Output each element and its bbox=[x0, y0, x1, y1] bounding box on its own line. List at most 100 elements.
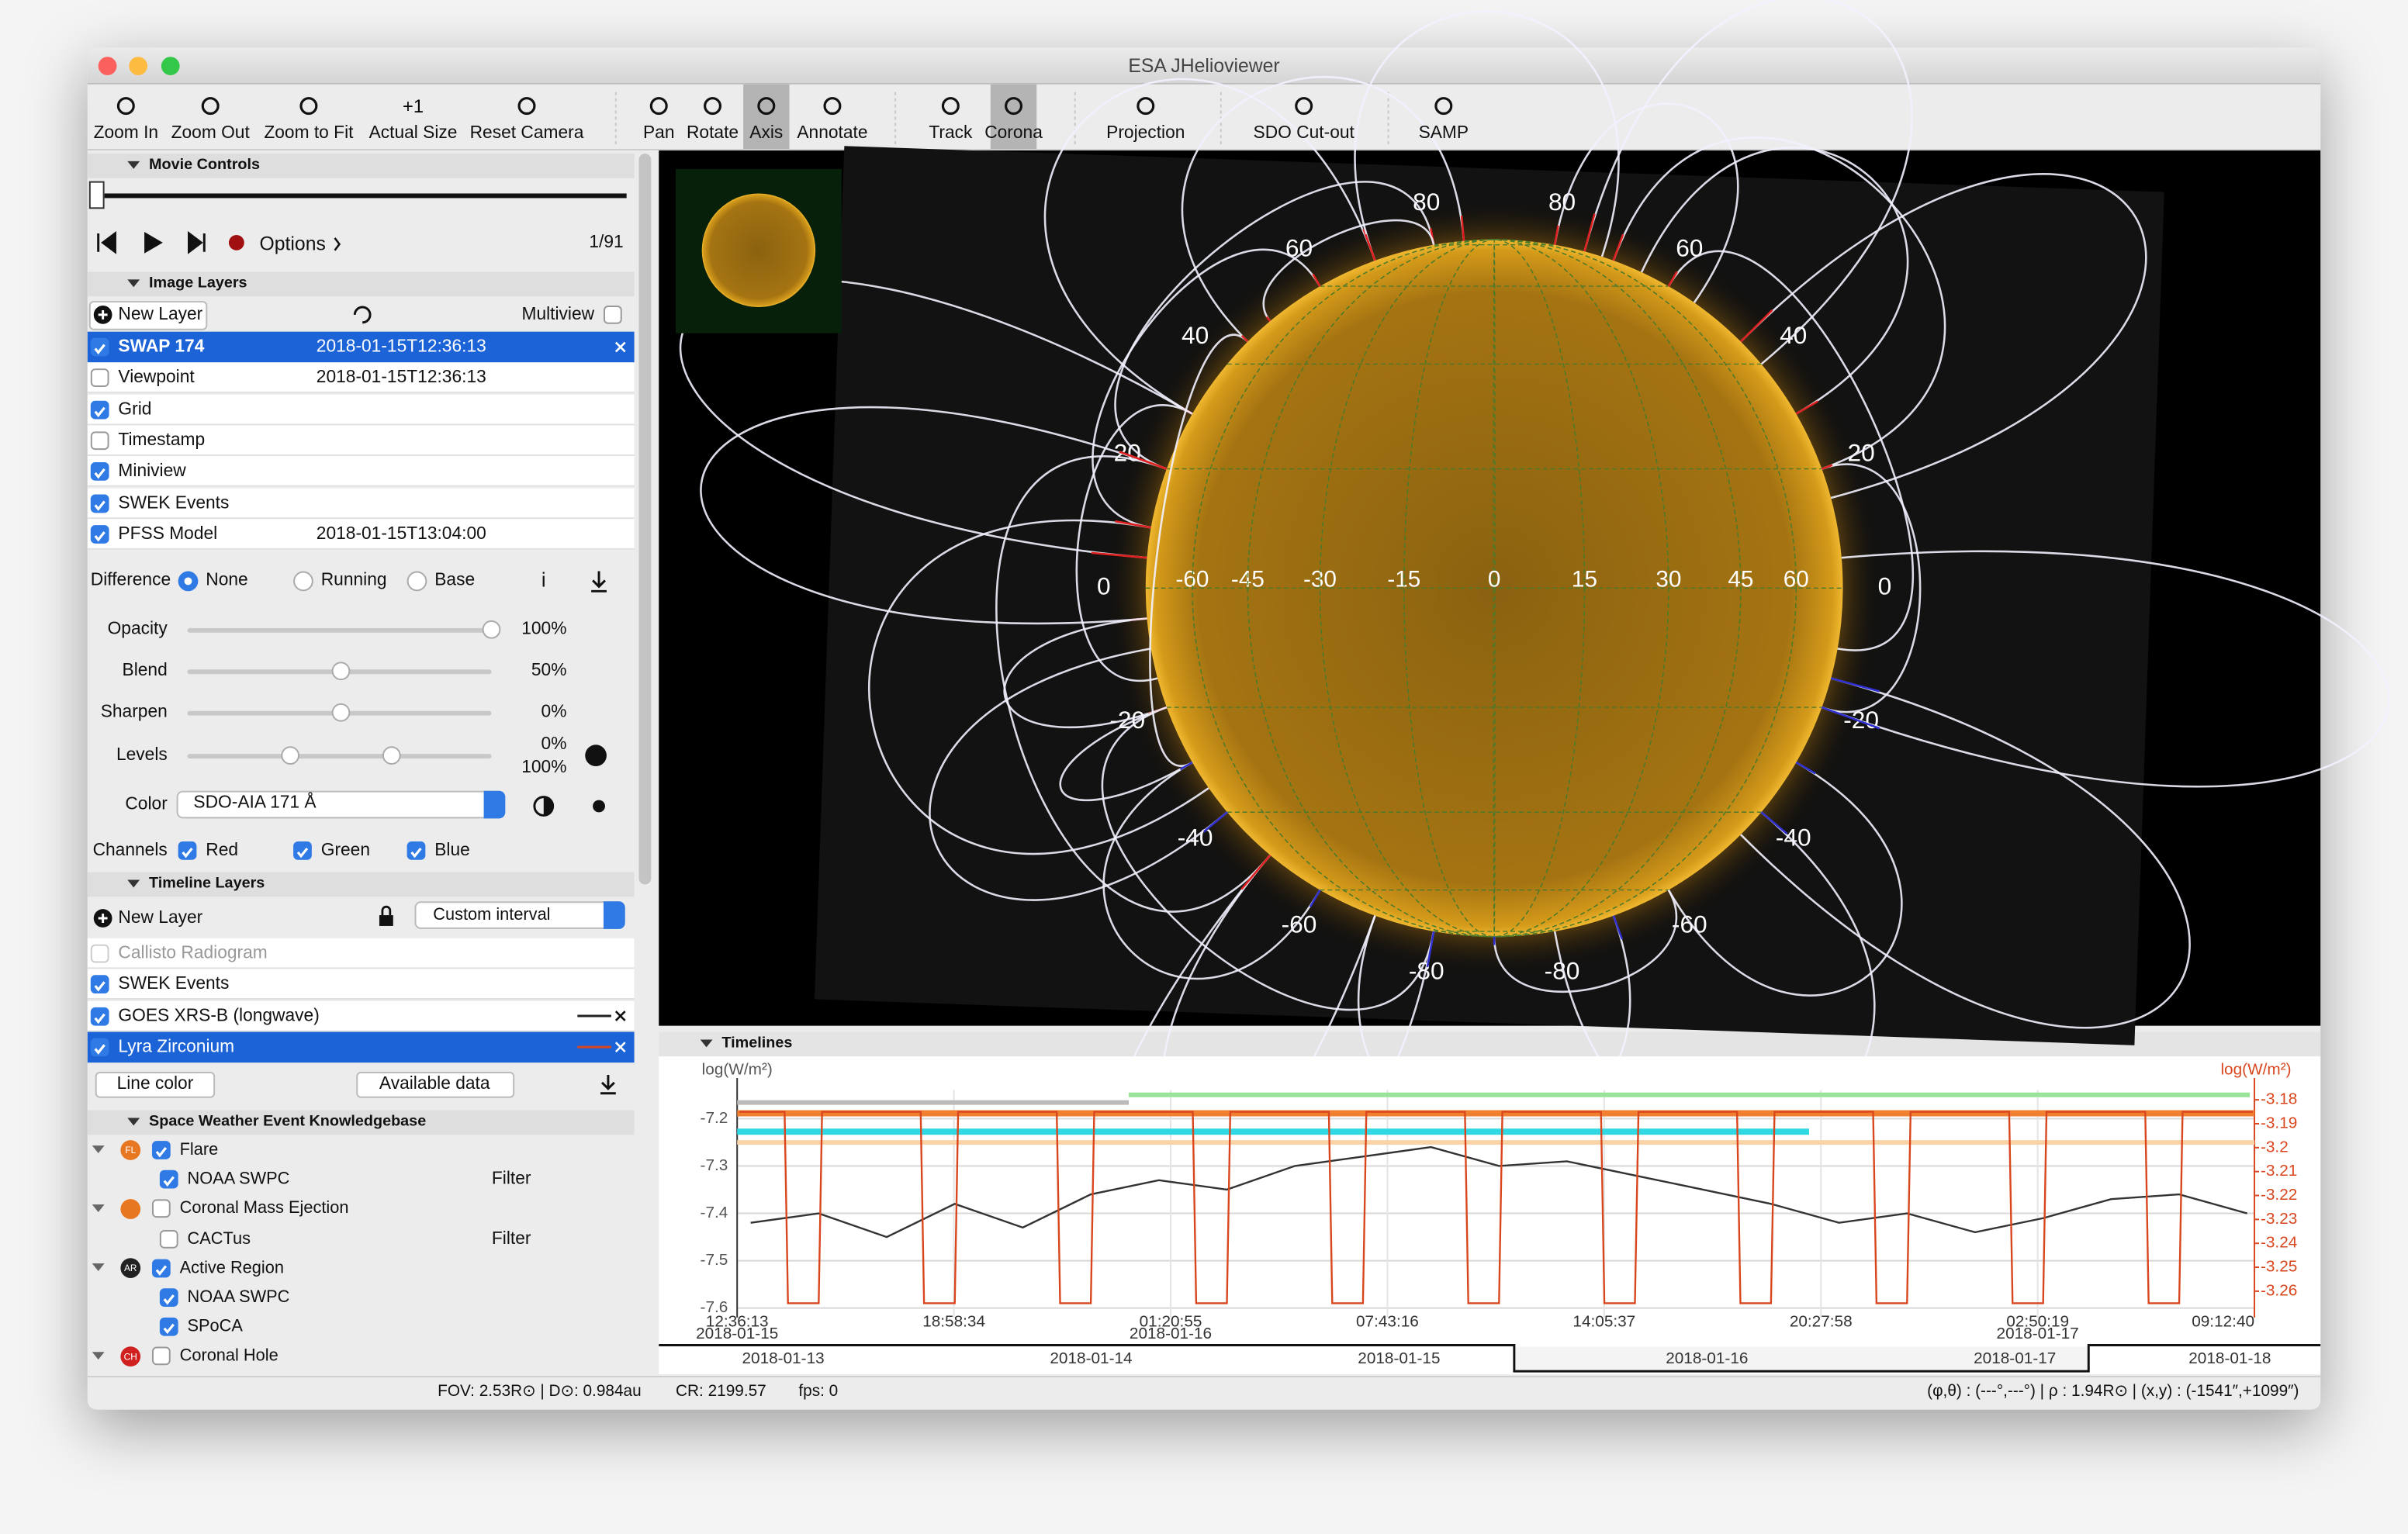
checkbox[interactable] bbox=[90, 975, 109, 994]
y2-tick-label: -3.23 bbox=[2261, 1210, 2297, 1228]
layer-row[interactable] bbox=[87, 331, 635, 363]
checkbox[interactable] bbox=[159, 1318, 178, 1336]
checkbox[interactable] bbox=[90, 399, 109, 419]
slider-thumb[interactable] bbox=[88, 181, 105, 209]
layer-row[interactable] bbox=[87, 425, 635, 456]
checkbox[interactable] bbox=[90, 524, 109, 544]
slider-thumb[interactable] bbox=[331, 703, 351, 722]
filter-button[interactable]: Filter bbox=[491, 1229, 531, 1248]
y2-tick-label: -3.2 bbox=[2261, 1138, 2289, 1156]
radio[interactable] bbox=[178, 571, 199, 592]
sync-icon bbox=[353, 306, 372, 324]
checkbox[interactable] bbox=[90, 1038, 109, 1057]
line-color-button[interactable] bbox=[95, 1072, 216, 1098]
slider-thumb[interactable] bbox=[482, 620, 501, 639]
tool-button[interactable]: Zoom In bbox=[93, 124, 159, 143]
y-tick-label: -7.5 bbox=[701, 1251, 728, 1269]
line-color[interactable]: Line color bbox=[116, 1075, 194, 1093]
pressed-button[interactable] bbox=[990, 84, 1037, 150]
slider-label: Opacity bbox=[107, 620, 168, 639]
tool-button[interactable]: Pan bbox=[642, 124, 675, 143]
interval-dropdown[interactable] bbox=[414, 901, 625, 929]
checkbox[interactable] bbox=[178, 841, 197, 860]
field-line bbox=[1667, 761, 1903, 997]
channel-label[interactable]: Green bbox=[320, 841, 371, 860]
checkbox[interactable] bbox=[293, 841, 312, 860]
layer-row[interactable] bbox=[87, 487, 635, 519]
layer-name: Callisto Radiogram bbox=[118, 944, 268, 963]
checkbox[interactable] bbox=[90, 493, 109, 513]
checkbox[interactable] bbox=[90, 1007, 109, 1025]
channel-label[interactable]: Red bbox=[206, 841, 239, 860]
checkbox[interactable] bbox=[90, 368, 109, 388]
new-layer-button[interactable] bbox=[88, 301, 208, 330]
slider-thumb[interactable] bbox=[382, 746, 401, 765]
checkbox[interactable] bbox=[151, 1259, 171, 1277]
x-date-label: 2018-01-16 bbox=[1130, 1325, 1212, 1342]
layer-row[interactable] bbox=[87, 969, 635, 1000]
tool-icon bbox=[1137, 97, 1155, 116]
overview-label: 2018-01-15 bbox=[1358, 1349, 1440, 1367]
window-button[interactable] bbox=[98, 57, 117, 76]
channel-label[interactable]: Blue bbox=[434, 841, 470, 860]
radio-label[interactable]: Running bbox=[320, 571, 387, 590]
layer-row[interactable] bbox=[87, 518, 635, 550]
checkbox[interactable] bbox=[90, 431, 109, 450]
layer-row[interactable] bbox=[87, 1000, 635, 1031]
tool-button[interactable]: Actual Size bbox=[368, 124, 458, 143]
tool-button[interactable]: Zoom to Fit bbox=[264, 124, 354, 143]
slider-thumb[interactable] bbox=[331, 662, 351, 681]
window-button[interactable] bbox=[161, 57, 180, 76]
available-data[interactable]: Available data bbox=[379, 1075, 490, 1093]
collapse-arrow bbox=[700, 1039, 713, 1048]
new-layer[interactable]: New Layer bbox=[118, 306, 203, 324]
layer-row[interactable] bbox=[87, 362, 635, 394]
checkbox[interactable] bbox=[407, 841, 426, 860]
tool-button[interactable]: Track bbox=[929, 124, 973, 143]
color-dropdown[interactable] bbox=[176, 790, 506, 819]
checkbox[interactable] bbox=[90, 944, 109, 963]
checkbox[interactable] bbox=[90, 462, 109, 482]
pressed-button[interactable] bbox=[743, 84, 790, 150]
field-line bbox=[1075, 404, 1193, 682]
tool-button[interactable]: Rotate bbox=[686, 124, 739, 143]
tool-button[interactable]: Corona bbox=[984, 124, 1043, 143]
checkbox[interactable] bbox=[159, 1288, 178, 1307]
tool-button[interactable]: Zoom Out bbox=[171, 124, 250, 143]
tool-button[interactable]: Annotate bbox=[797, 124, 868, 143]
tool-button[interactable]: Reset Camera bbox=[469, 124, 584, 143]
color-value[interactable]: SDO-AIA 171 Å bbox=[193, 793, 317, 813]
window-button[interactable] bbox=[129, 57, 148, 76]
field-foot bbox=[1821, 464, 1833, 470]
slider-thumb[interactable] bbox=[281, 746, 300, 765]
status-fps: fps: 0 bbox=[798, 1382, 839, 1401]
y-tick-label: -7.2 bbox=[701, 1109, 728, 1127]
filter-button[interactable]: Filter bbox=[491, 1170, 531, 1189]
tool-button[interactable]: Axis bbox=[749, 124, 784, 143]
checkbox[interactable] bbox=[151, 1141, 171, 1159]
layer-row[interactable] bbox=[87, 1031, 635, 1062]
radio-label[interactable]: Base bbox=[434, 571, 476, 590]
available-data-button[interactable] bbox=[356, 1072, 515, 1098]
tool-icon bbox=[299, 97, 318, 116]
checkbox[interactable] bbox=[90, 337, 109, 357]
new-layer[interactable]: New Layer bbox=[118, 909, 203, 928]
checkbox[interactable] bbox=[151, 1200, 171, 1218]
checkbox[interactable] bbox=[603, 306, 622, 324]
layer-row[interactable] bbox=[87, 938, 635, 969]
tool-button[interactable]: SAMP bbox=[1418, 124, 1469, 143]
layer-row[interactable] bbox=[87, 456, 635, 488]
radio-label[interactable]: None bbox=[206, 571, 248, 590]
checkbox[interactable] bbox=[159, 1170, 178, 1189]
y2-tick-label: -3.24 bbox=[2261, 1234, 2297, 1252]
tool-button[interactable]: Projection bbox=[1106, 124, 1185, 143]
options-button[interactable]: Options bbox=[259, 233, 326, 255]
layer-row[interactable] bbox=[87, 394, 635, 425]
checkbox[interactable] bbox=[151, 1347, 171, 1366]
field-line bbox=[1739, 677, 2191, 1029]
radio[interactable] bbox=[293, 571, 313, 592]
radio[interactable] bbox=[407, 571, 427, 592]
tool-button[interactable]: SDO Cut-out bbox=[1253, 124, 1354, 143]
checkbox[interactable] bbox=[159, 1229, 178, 1248]
collapse-arrow bbox=[127, 879, 140, 888]
